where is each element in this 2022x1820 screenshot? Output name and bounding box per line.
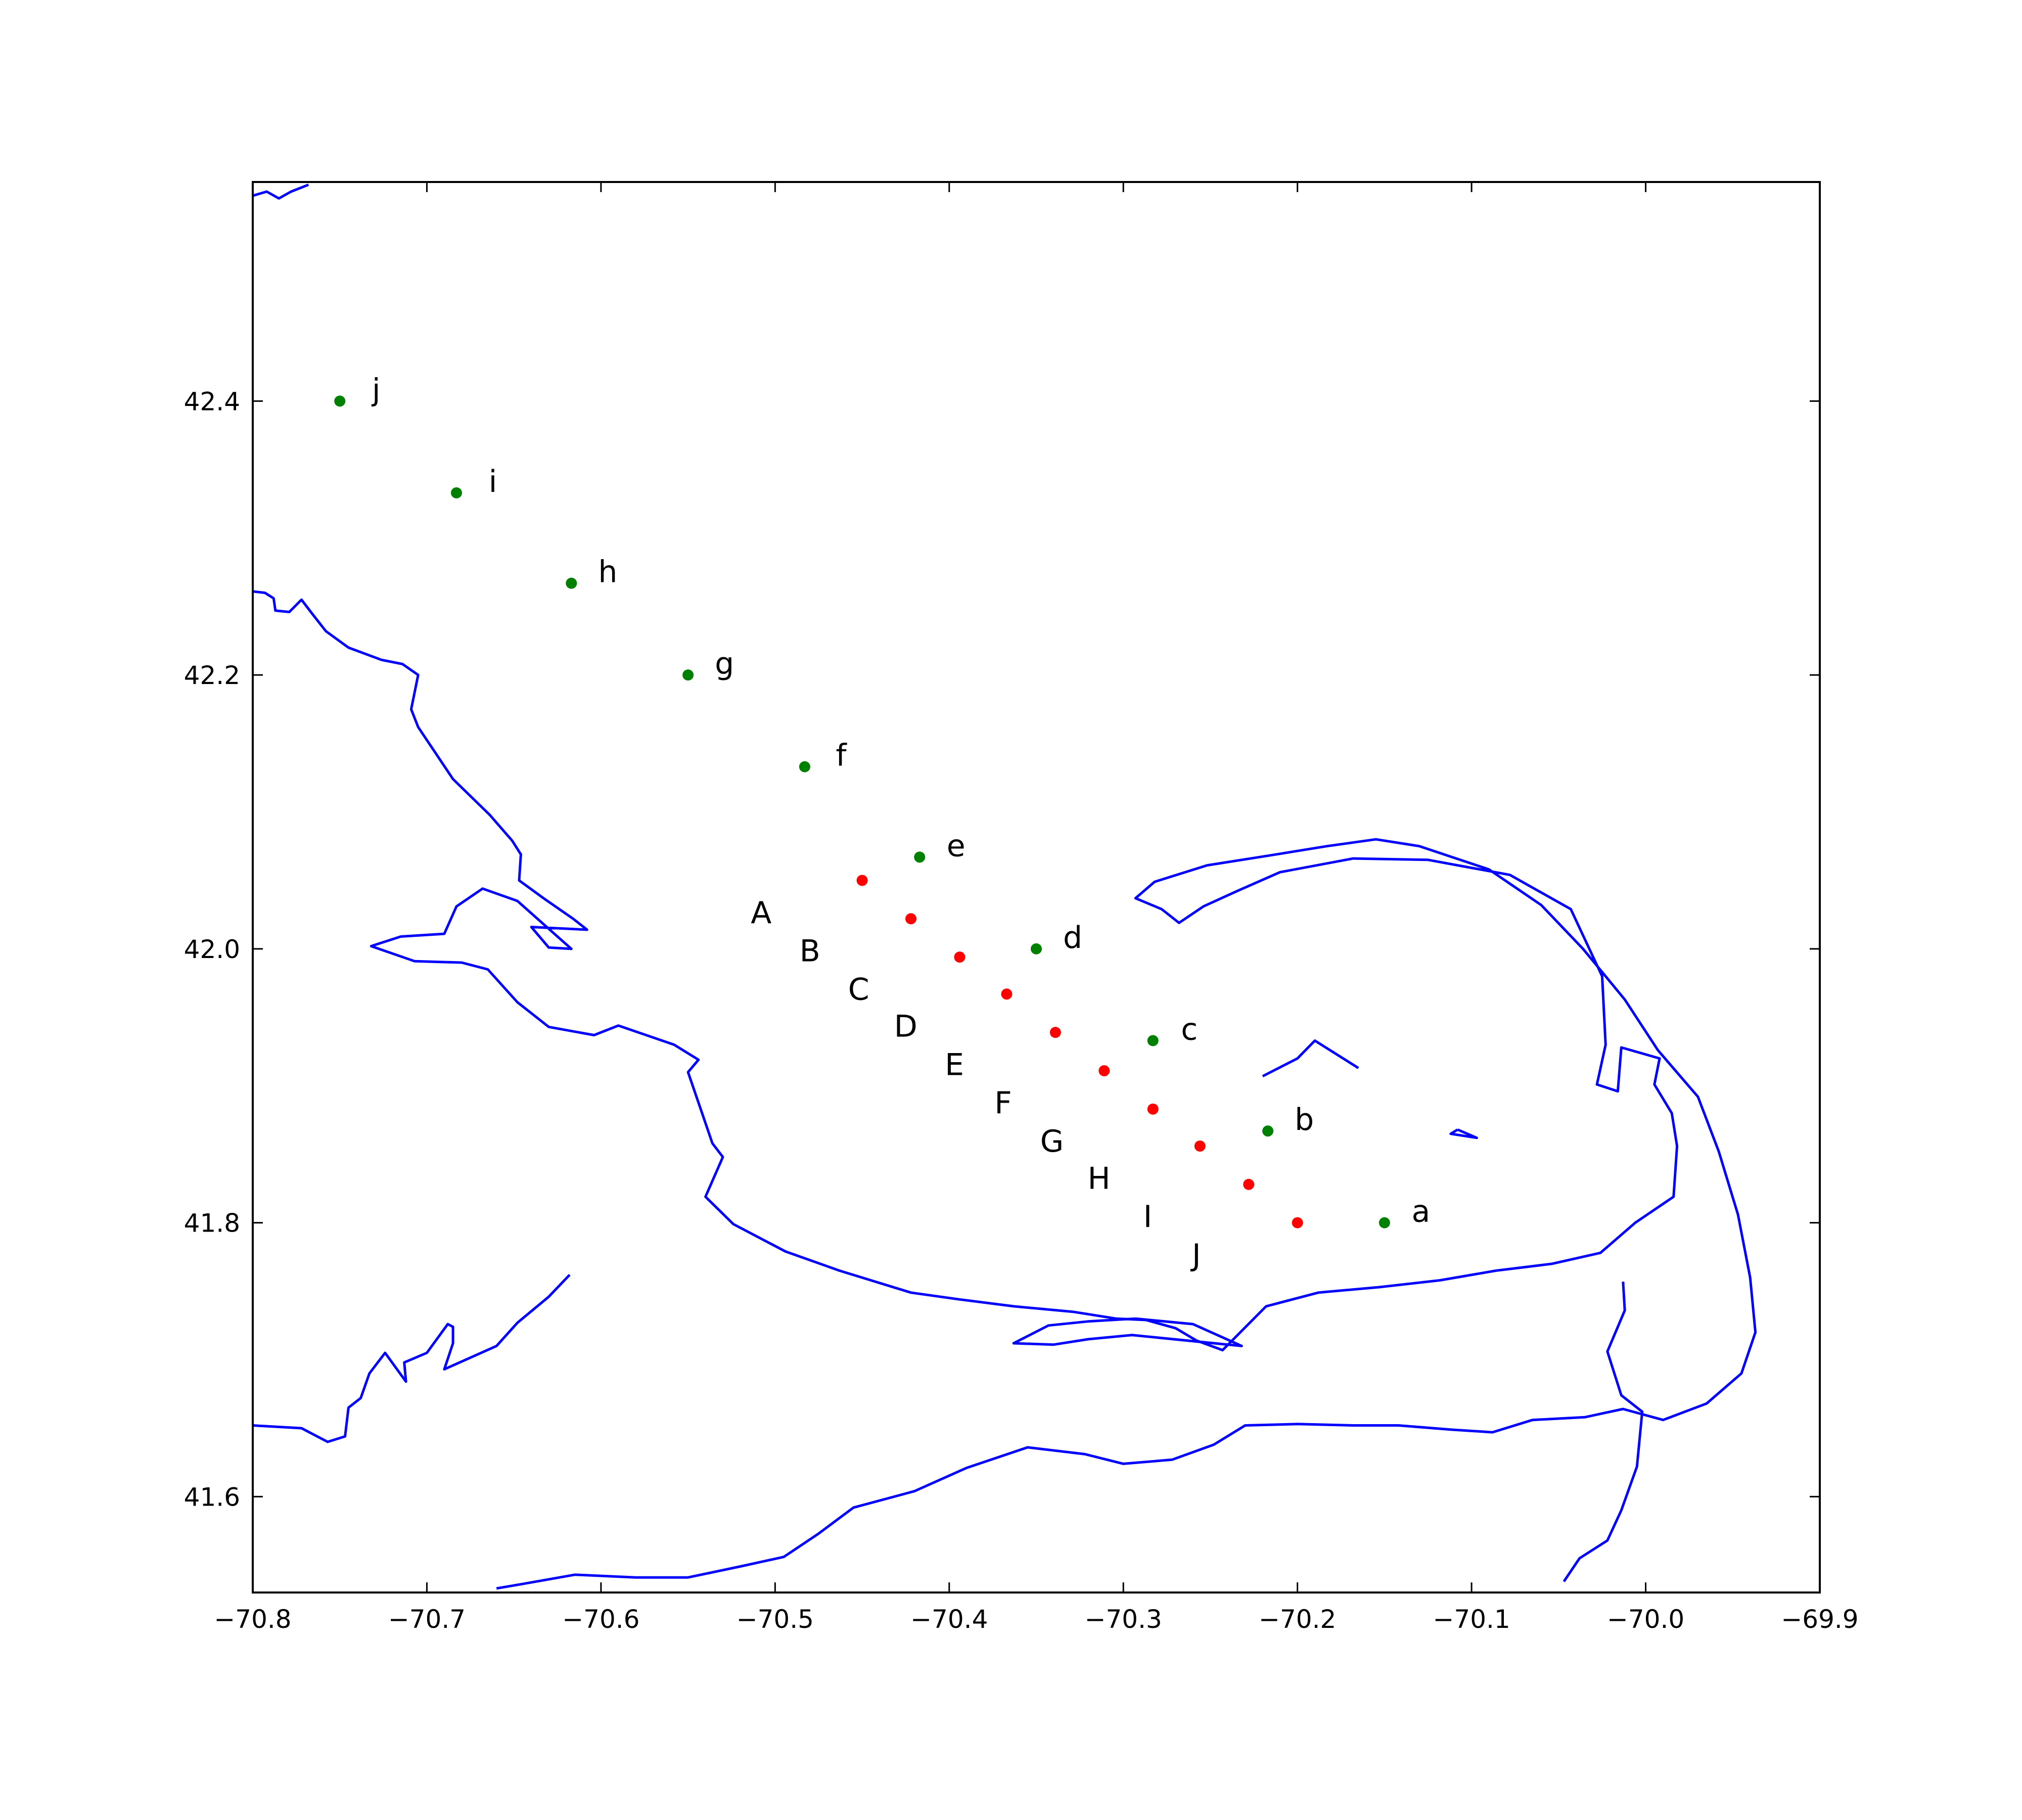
coastline-5 (1563, 1281, 1644, 1582)
x-tick-label: −70.6 (562, 1605, 639, 1634)
red-point-label-G: G (1040, 1124, 1064, 1159)
x-tick-label: −70.3 (1085, 1605, 1162, 1634)
y-tick-label: 42.2 (184, 661, 240, 690)
green-point-f (799, 761, 810, 772)
y-tick-label: 41.8 (184, 1209, 240, 1238)
coastline-3 (253, 1273, 571, 1443)
x-tick-label: −70.4 (910, 1605, 988, 1634)
green-point-label-a: a (1411, 1194, 1430, 1230)
red-point-3 (954, 951, 966, 963)
green-point-label-c: c (1181, 1012, 1198, 1047)
x-tick-label: −70.0 (1607, 1605, 1684, 1634)
red-point-label-H: H (1087, 1161, 1110, 1196)
red-point-label-C: C (848, 972, 869, 1007)
red-point-label-E: E (945, 1047, 964, 1082)
green-point-label-b: b (1295, 1102, 1314, 1138)
x-tick-label: −70.7 (388, 1605, 466, 1634)
axis-ticks-layer: −70.8 −70.7 −70.6 −70.5 −70.4 −70.3 −70.2 −70.1… (184, 182, 1859, 1634)
x-tick-label: −70.5 (737, 1605, 814, 1634)
plot-frame (252, 181, 1821, 1594)
green-point-e (914, 851, 926, 863)
y-tick-label: 41.6 (184, 1482, 240, 1512)
coastline-layer (253, 184, 1757, 1590)
x-tick-label: −70.2 (1259, 1605, 1336, 1634)
red-point-5 (1049, 1027, 1061, 1038)
x-tick-label: −70.8 (214, 1605, 291, 1634)
green-point-a (1378, 1217, 1390, 1228)
red-point-4 (1001, 988, 1013, 1000)
red-point-1 (856, 875, 868, 886)
coastline-7 (1449, 1128, 1478, 1140)
x-tick-label: −69.9 (1781, 1605, 1858, 1634)
x-tick-label: −70.1 (1433, 1605, 1510, 1634)
y-tick-label: 42.0 (184, 935, 240, 964)
red-point-label-D: D (894, 1009, 917, 1044)
coastline-1 (253, 184, 309, 200)
green-point-label-i: i (489, 464, 497, 499)
red-point-6 (1098, 1065, 1110, 1076)
green-point-label-e: e (947, 828, 966, 863)
green-point-c (1147, 1035, 1159, 1046)
red-point-10 (1292, 1217, 1303, 1228)
points-layer (334, 395, 1390, 1228)
red-point-2 (905, 913, 916, 925)
coastline-4 (1012, 1317, 1243, 1347)
green-point-g (682, 669, 694, 681)
red-point-9 (1243, 1178, 1255, 1190)
red-point-label-A: A (751, 895, 771, 931)
coastline-6 (1262, 1039, 1359, 1078)
green-point-label-h: h (598, 555, 617, 590)
green-point-label-d: d (1063, 920, 1082, 956)
green-point-j (334, 395, 346, 407)
red-point-8 (1194, 1140, 1206, 1152)
red-point-label-F: F (994, 1085, 1012, 1121)
green-point-label-f: f (836, 738, 847, 774)
y-tick-label: 42.4 (184, 387, 240, 416)
green-point-label-g: g (715, 646, 734, 681)
green-point-i (451, 487, 462, 498)
coastline-2 (253, 590, 1757, 1590)
red-point-7 (1147, 1103, 1159, 1115)
red-point-label-J: J (1190, 1238, 1201, 1273)
green-point-d (1031, 943, 1042, 954)
red-point-label-B: B (800, 934, 820, 969)
red-point-label-I: I (1143, 1199, 1153, 1235)
green-point-label-j: j (371, 372, 381, 407)
green-point-h (566, 577, 577, 589)
green-point-b (1262, 1125, 1274, 1137)
